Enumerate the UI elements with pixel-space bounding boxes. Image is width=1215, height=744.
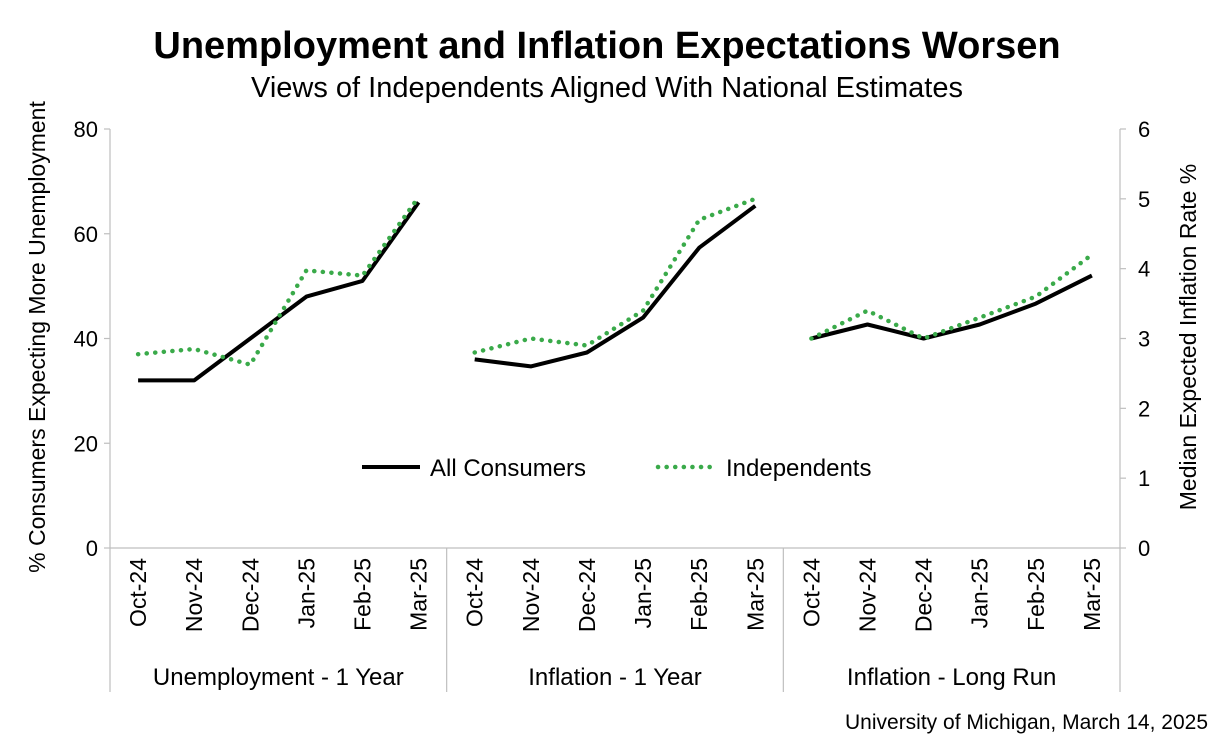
x-tick-label: Feb-25 (686, 558, 712, 631)
chart-subtitle: Views of Independents Aligned With Natio… (251, 72, 963, 104)
legend: All Consumers Independents (362, 455, 871, 482)
x-tick-label: Feb-25 (350, 558, 376, 631)
legend-label: All Consumers (430, 455, 586, 482)
group-label: Inflation - Long Run (847, 664, 1056, 691)
right-axis-title: Median Expected Inflation Rate % (1175, 164, 1201, 510)
independents-series-line (135, 194, 421, 367)
x-tick-label: Oct-24 (462, 558, 488, 627)
x-tick-label: Nov-24 (855, 558, 881, 632)
source-note: University of Michigan, March 14, 2025 (845, 711, 1208, 734)
x-tick-label: Oct-24 (798, 558, 824, 627)
right-tick-label: 5 (1138, 187, 1150, 212)
left-axis-title: % Consumers Expecting More Unemployment (24, 101, 50, 573)
x-tick-label: Nov-24 (518, 558, 544, 632)
x-tick-label: Jan-25 (293, 558, 319, 628)
right-tick-label: 4 (1138, 257, 1150, 282)
right-tick-label: 6 (1138, 117, 1150, 142)
group-labels: Unemployment - 1 Year Inflation - 1 Year I… (153, 664, 1056, 691)
right-tick-label: 0 (1138, 536, 1150, 561)
left-tick-label: 20 (74, 431, 98, 456)
x-tick-label: Jan-25 (630, 558, 656, 628)
left-tick-label: 80 (74, 117, 98, 142)
x-tick-label: Nov-24 (181, 558, 207, 632)
chart-title: Unemployment and Inflation Expectations … (153, 25, 1060, 67)
right-tick-label: 1 (1138, 466, 1150, 491)
left-tick-label: 0 (86, 536, 98, 561)
x-tick-label: Mar-25 (742, 558, 768, 631)
independents-series-line (472, 196, 758, 355)
right-tick-label: 3 (1138, 327, 1150, 352)
series-lines (135, 194, 1095, 383)
all-consumers-series-line (810, 273, 1093, 341)
x-tick-label: Dec-24 (911, 558, 937, 632)
category-labels: Oct-24 Nov-24 Dec-24 Jan-25 Feb-25 Mar-25 Oct-… (125, 558, 1105, 632)
left-axis-ticks: 80 60 40 20 0 (74, 117, 110, 561)
independents-series-line (809, 252, 1095, 341)
x-tick-label: Jan-25 (967, 558, 993, 628)
legend-label: Independents (726, 455, 871, 482)
x-tick-label: Dec-24 (237, 558, 263, 632)
left-tick-label: 60 (74, 222, 98, 247)
x-tick-label: Oct-24 (125, 558, 151, 627)
x-tick-label: Mar-25 (1079, 558, 1105, 631)
left-tick-label: 40 (74, 327, 98, 352)
group-label: Inflation - 1 Year (528, 664, 701, 691)
x-tick-label: Feb-25 (1023, 558, 1049, 631)
all-consumers-series-line (474, 204, 757, 369)
x-tick-label: Mar-25 (406, 558, 432, 631)
right-tick-label: 2 (1138, 396, 1150, 421)
x-tick-label: Dec-24 (574, 558, 600, 632)
right-axis-ticks: 6 5 4 3 2 1 0 (1120, 117, 1150, 561)
group-label: Unemployment - 1 Year (153, 664, 404, 691)
all-consumers-series-line (138, 201, 421, 383)
